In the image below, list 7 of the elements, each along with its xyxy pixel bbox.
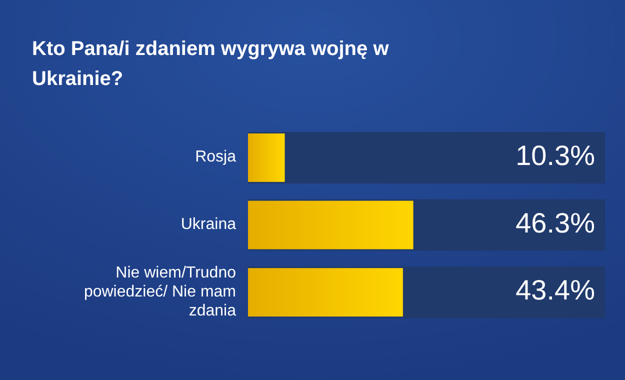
- chart-title: Kto Pana/i zdaniem wygrywa wojnę w Ukrainie?: [32, 38, 390, 90]
- y-tick-label: Ukraina: [180, 216, 236, 234]
- data-label: 10.3%: [516, 140, 595, 172]
- y-tick-label: Rosja: [195, 148, 236, 166]
- data-label: 43.4%: [516, 274, 595, 306]
- data-label: 46.3%: [516, 207, 595, 238]
- y-tick-label: Nie wiem/Trudno powiedzieć/ Nie mam zdania: [84, 264, 236, 320]
